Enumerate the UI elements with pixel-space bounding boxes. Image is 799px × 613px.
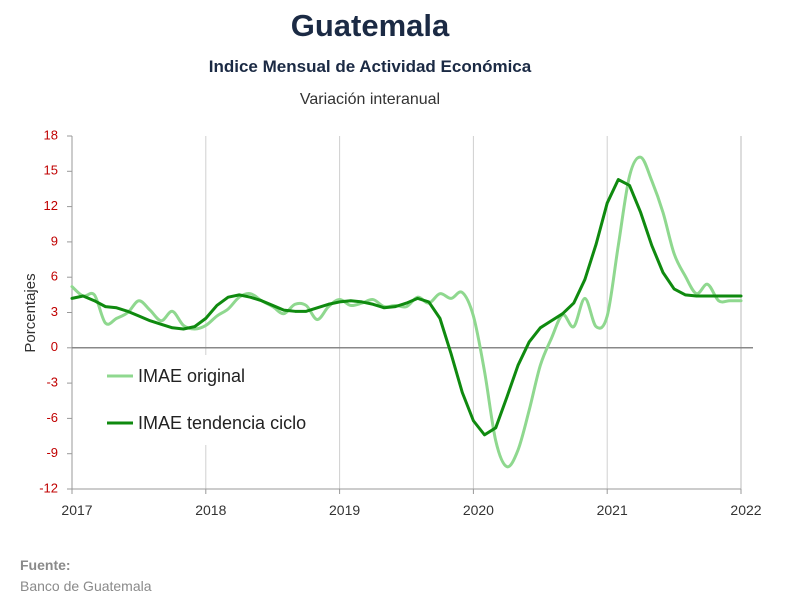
y-tick-label: 6 [51,269,58,284]
y-axis-ticks: 18 15 12 9 6 3 0 -3 -6 -9 -12 [39,127,72,495]
y-tick-label: -12 [39,480,58,495]
legend-label-trend: IMAE tendencia ciclo [138,413,306,433]
y-tick-label: -3 [46,375,58,390]
y-tick-label: -9 [46,445,58,460]
x-tick-label: 2017 [61,502,92,518]
y-tick-label: 12 [44,198,58,213]
y-tick-label: 18 [44,127,58,142]
y-tick-label: 9 [51,233,58,248]
legend: IMAE original IMAE tendencia ciclo [95,355,335,445]
y-tick-label: 3 [51,304,58,319]
x-tick-label: 2021 [597,502,628,518]
legend-background [95,355,335,445]
chart-subsubtitle: Variación interanual [299,91,441,108]
y-tick-label: 15 [44,163,58,178]
source-value: Banco de Guatemala [20,578,152,594]
x-tick-label: 2020 [463,502,494,518]
y-tick-label: 0 [51,339,58,354]
y-axis-label: Porcentajes [22,273,39,352]
y-tick-label: -6 [46,410,58,425]
axes [71,136,753,490]
chart-title: Guatemala [290,8,450,43]
series-line-imae-original [70,155,743,469]
x-tick-label: 2019 [329,502,360,518]
source-label: Fuente: [20,557,71,573]
x-tick-label: 2018 [195,502,226,518]
chart-subtitle: Indice Mensual de Actividad Económica [208,57,532,76]
x-axis-ticks: 2017 2018 2019 2020 2021 2022 [61,489,762,518]
series-lines [70,155,743,469]
x-tick-label: 2022 [730,502,761,518]
legend-label-original: IMAE original [138,366,245,386]
series-line-imae-tendencia-ciclo [70,178,743,437]
